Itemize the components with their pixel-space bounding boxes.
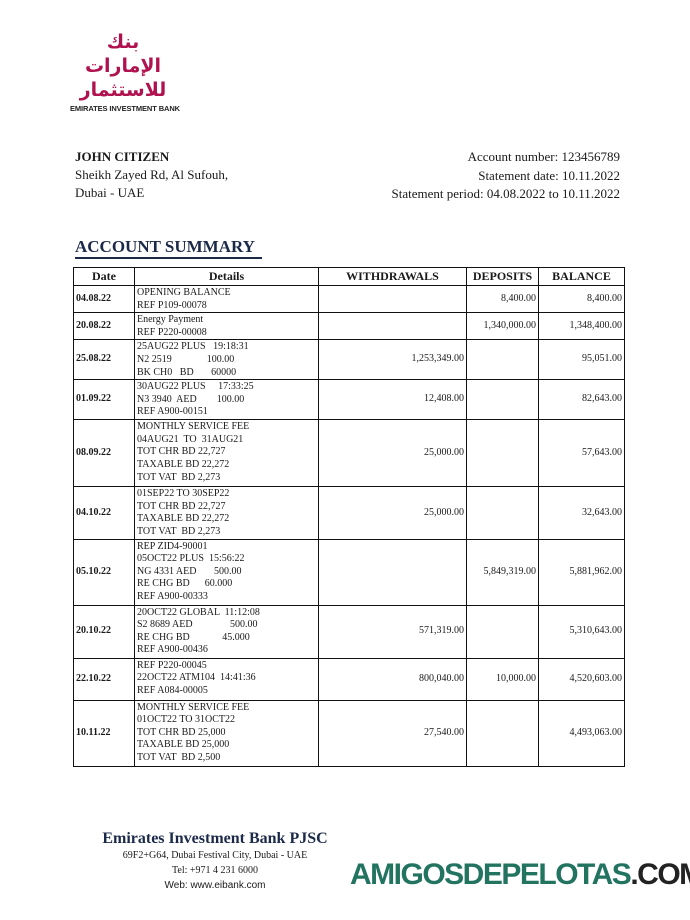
footer-address: 69F2+G64, Dubai Festival City, Dubai - U…	[122, 850, 308, 861]
cell-balance: 5,310,643.00	[538, 604, 625, 659]
cell-deposit	[466, 419, 539, 488]
footer-tel: Tel: +971 4 231 6000	[171, 865, 259, 876]
header-withdrawals: WITHDRAWALS	[318, 267, 467, 286]
cell-balance: 57,643.00	[538, 419, 625, 488]
watermark-main: AMIGOSDEPELOTAS	[350, 858, 632, 891]
table-row: 20.10.22 20OCT22 GLOBAL 11:12:08 S2 8689 …	[73, 604, 625, 659]
cell-details: REP ZID4-90001 05OCT22 PLUS 15:56:22 NG …	[134, 538, 319, 606]
cell-balance: 1,348,400.00	[538, 312, 625, 341]
cell-date: 22.10.22	[73, 657, 135, 701]
cell-deposit: 10,000.00	[466, 657, 539, 701]
table-row: 04.10.22 01SEP22 TO 30SEP22 TOT CHR BD 22…	[73, 486, 625, 540]
customer-name: JOHN CITIZEN	[75, 149, 170, 164]
cell-details: MONTHLY SERVICE FEE 04AUG21 TO 31AUG21 T…	[134, 419, 319, 488]
table-header-row: Date Details WITHDRAWALS DEPOSITS BALANC…	[73, 267, 625, 286]
customer-address-line2: Dubai - UAE	[75, 185, 145, 200]
cell-withdrawal: 27,540.00	[318, 699, 467, 767]
cell-date: 20.10.22	[73, 604, 135, 659]
cell-date: 01.09.22	[73, 379, 135, 421]
header-deposits: DEPOSITS	[466, 267, 539, 286]
cell-balance: 4,493,063.00	[538, 699, 625, 767]
cell-withdrawal: 1,253,349.00	[318, 339, 467, 381]
cell-details: OPENING BALANCE REF P109-00078	[134, 284, 319, 314]
cell-balance: 95,051.00	[538, 339, 625, 381]
cell-withdrawal: 12,408.00	[318, 379, 467, 421]
cell-deposit: 5,849,319.00	[466, 538, 539, 606]
cell-withdrawal	[318, 538, 467, 606]
cell-details: MONTHLY SERVICE FEE 01OCT22 TO 31OCT22 T…	[134, 699, 319, 767]
transactions-table: Date Details WITHDRAWALS DEPOSITS BALANC…	[73, 267, 625, 767]
cell-balance: 5,881,962.00	[538, 538, 625, 606]
cell-date: 04.10.22	[73, 486, 135, 540]
cell-balance: 32,643.00	[538, 486, 625, 540]
cell-date: 20.08.22	[73, 312, 135, 341]
cell-deposit	[466, 339, 539, 381]
cell-details: 20OCT22 GLOBAL 11:12:08 S2 8689 AED 500.…	[134, 604, 319, 659]
bank-name-logo-text: EMIRATES INVESTMENT BANK	[70, 104, 180, 113]
table-row: 10.11.22 MONTHLY SERVICE FEE 01OCT22 TO 3…	[73, 699, 625, 767]
cell-balance: 8,400.00	[538, 284, 625, 314]
cell-withdrawal: 25,000.00	[318, 419, 467, 488]
footer: Emirates Investment Bank PJSC 69F2+G64, …	[90, 830, 340, 893]
table-row: 04.08.22 OPENING BALANCE REF P109-00078 8,…	[73, 284, 625, 314]
bank-logo: بنك الإمارات للاستثمار EMIRATES INVESTME…	[70, 30, 190, 113]
watermark-tld: .COM	[630, 858, 690, 891]
cell-details: Energy Payment REF P220-00008	[134, 312, 319, 341]
cell-date: 04.08.22	[73, 284, 135, 314]
cell-date: 25.08.22	[73, 339, 135, 381]
cell-date: 08.09.22	[73, 419, 135, 488]
statement-period: Statement period: 04.08.2022 to 10.11.20…	[391, 186, 620, 201]
footer-bank-name: Emirates Investment Bank PJSC	[102, 830, 328, 847]
cell-details: REF P220-00045 22OCT22 ATM104 14:41:36 R…	[134, 657, 319, 701]
cell-date: 05.10.22	[73, 538, 135, 606]
cell-deposit	[466, 486, 539, 540]
table-row: 08.09.22 MONTHLY SERVICE FEE 04AUG21 TO 3…	[73, 419, 625, 488]
cell-deposit	[466, 379, 539, 421]
account-info: Account number: 123456789 Statement date…	[392, 148, 620, 204]
customer-address-line1: Sheikh Zayed Rd, Al Sufouh,	[75, 167, 229, 182]
cell-date: 10.11.22	[73, 699, 135, 767]
cell-deposit: 1,340,000.00	[466, 312, 539, 341]
cell-balance: 82,643.00	[538, 379, 625, 421]
watermark: AMIGOSDEPELOTAS.COM	[350, 858, 690, 892]
cell-deposit: 8,400.00	[466, 284, 539, 314]
statement-date: Statement date: 10.11.2022	[478, 167, 620, 183]
cell-withdrawal: 800,040.00	[318, 657, 467, 701]
table-row: 25.08.22 25AUG22 PLUS 19:18:31 N2 2519 10…	[73, 339, 625, 381]
cell-withdrawal	[318, 312, 467, 341]
cell-withdrawal: 571,319.00	[318, 604, 467, 659]
account-number: Account number: 123456789	[467, 149, 620, 164]
table-row: 22.10.22 REF P220-00045 22OCT22 ATM104 14…	[73, 657, 625, 701]
cell-deposit	[466, 699, 539, 767]
cell-details: 25AUG22 PLUS 19:18:31 N2 2519 100.00 BK …	[134, 339, 319, 381]
header-details: Details	[134, 267, 319, 286]
section-title: ACCOUNT SUMMARY	[75, 237, 262, 259]
bank-name-arabic: بنك الإمارات للاستثمار	[79, 31, 167, 101]
customer-info: JOHN CITIZEN Sheikh Zayed Rd, Al Sufouh,…	[75, 148, 228, 202]
table-row: 20.08.22 Energy Payment REF P220-00008 1,3…	[73, 312, 625, 341]
header-balance: BALANCE	[538, 267, 625, 286]
cell-withdrawal	[318, 284, 467, 314]
cell-details: 30AUG22 PLUS 17:33:25 N3 3940 AED 100.00…	[134, 379, 319, 421]
cell-deposit	[466, 604, 539, 659]
cell-balance: 4,520,603.00	[538, 657, 625, 701]
footer-web: Web: www.eibank.com	[164, 880, 266, 891]
cell-details: 01SEP22 TO 30SEP22 TOT CHR BD 22,727 TAX…	[134, 486, 319, 540]
cell-withdrawal: 25,000.00	[318, 486, 467, 540]
table-row: 01.09.22 30AUG22 PLUS 17:33:25 N3 3940 AE…	[73, 379, 625, 421]
table-row: 05.10.22 REP ZID4-90001 05OCT22 PLUS 15:5…	[73, 538, 625, 606]
header-date: Date	[73, 267, 135, 286]
